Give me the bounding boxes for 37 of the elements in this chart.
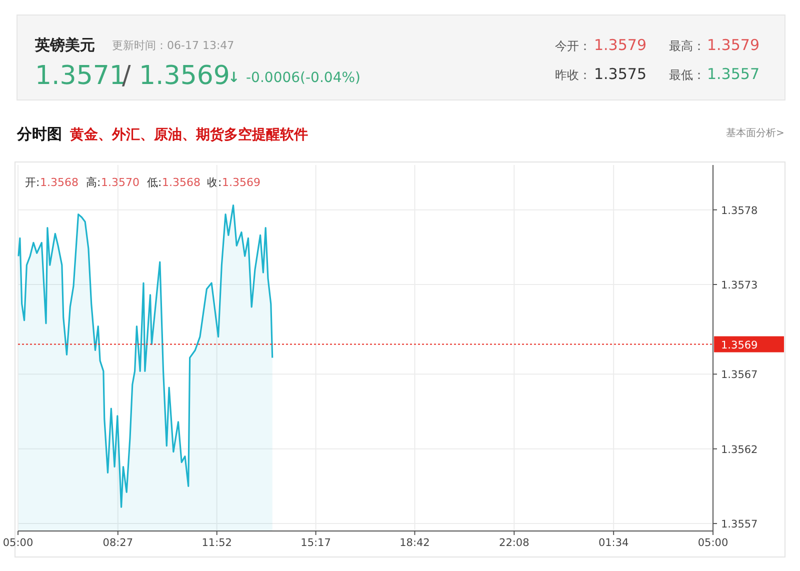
chart-title: 英镑美元 (34, 36, 95, 54)
text: 黄金、外汇、原油、期货多空提醒软件 (69, 126, 308, 143)
y-tick-label: 1.3557 (721, 518, 758, 531)
text: 最低： (669, 68, 705, 82)
annotation: 1.3569 (222, 176, 260, 189)
x-tick-label: 08:27 (102, 537, 134, 549)
text: 1.3579 (594, 36, 646, 54)
text: -0.0006(-0.04%) (246, 70, 360, 86)
annotation: 低: (147, 176, 162, 189)
text: 基本面分析> (726, 127, 784, 139)
x-tick-label: 01:34 (598, 537, 630, 549)
annotation: 1.3568 (162, 176, 200, 189)
annotation: 1.3568 (40, 176, 78, 189)
annotation: 1.3570 (101, 176, 140, 189)
x-tick-label: 05:00 (2, 537, 34, 549)
text: 今开： (555, 39, 591, 53)
x-tick-label: 15:17 (300, 537, 331, 549)
text: 1.3579 (707, 36, 760, 54)
y-tick-label: 1.3573 (721, 280, 758, 292)
text: 分时图 (16, 125, 62, 143)
y-tick-label: 1.3567 (721, 369, 758, 382)
y-tick-label: 1.3562 (721, 444, 758, 456)
text: 1.3575 (594, 65, 646, 83)
annotation: 高: (86, 176, 101, 189)
text: ↓ (228, 70, 240, 86)
annotation: 开: (25, 176, 40, 189)
x-tick-label: 05:00 (698, 537, 728, 549)
text: 1.3569 (139, 61, 230, 91)
x-tick-label: 22:08 (499, 537, 530, 549)
ref-line-label: 1.3569 (721, 339, 758, 352)
text: 最高： (669, 39, 705, 53)
x-tick-label: 11:52 (202, 537, 232, 549)
chart-subtitle: 更新时间：06-17 13:47 (112, 39, 234, 52)
annotation: 收: (207, 176, 222, 189)
text: 昨收： (555, 68, 591, 82)
y-tick-label: 1.3578 (721, 204, 758, 217)
x-tick-label: 18:42 (400, 537, 430, 549)
